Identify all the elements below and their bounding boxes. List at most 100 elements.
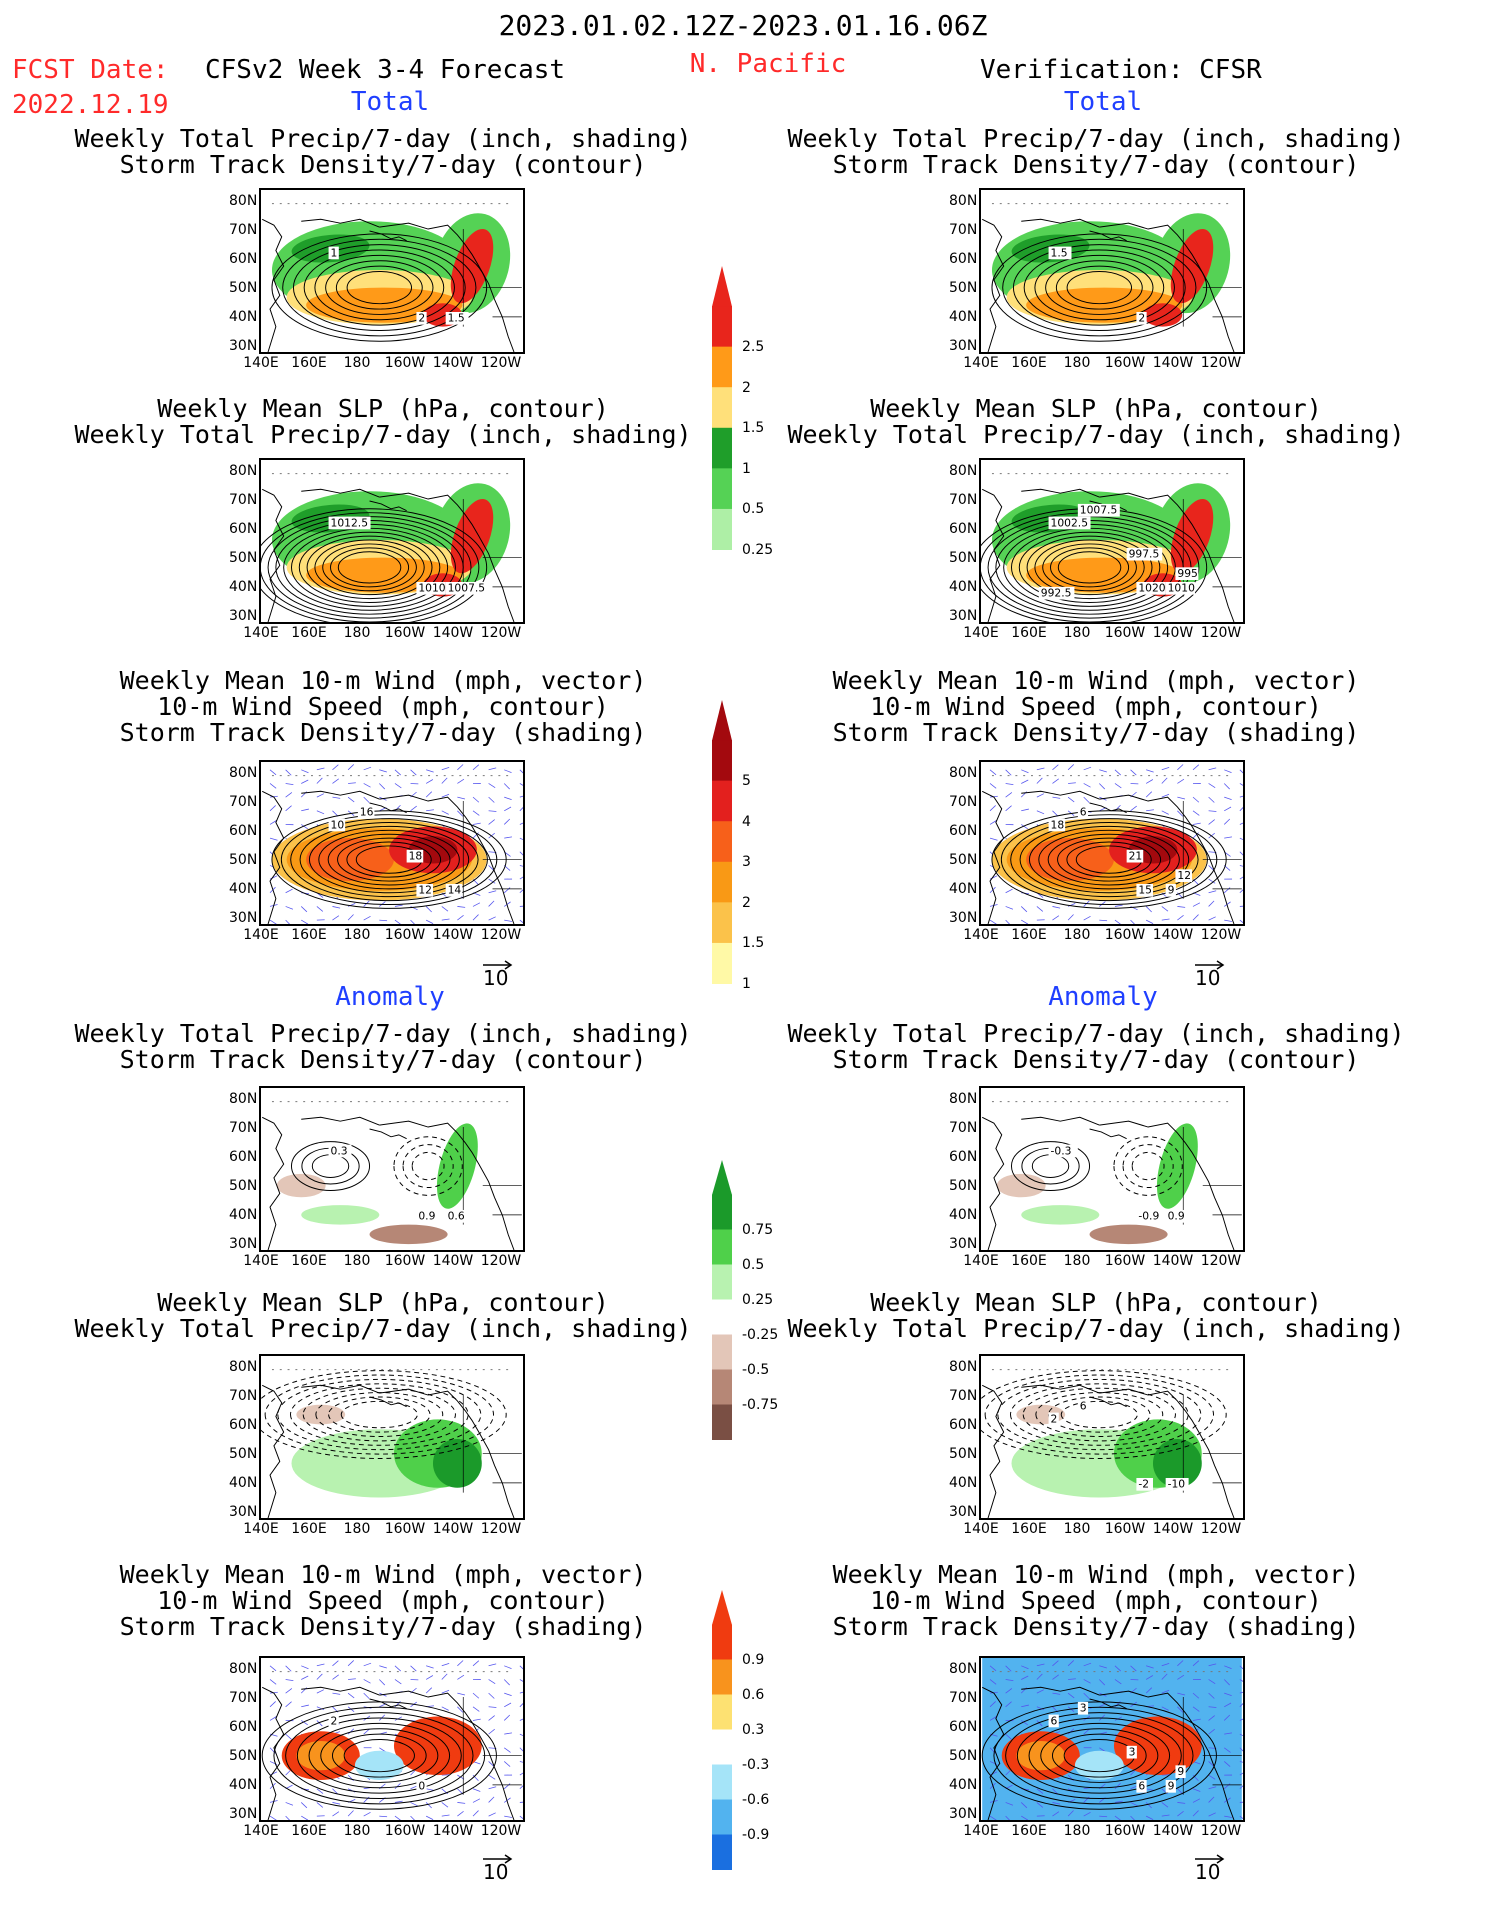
lat-tick-label: 30N [229, 910, 258, 926]
section-anomaly-left: Anomaly [335, 982, 445, 1012]
lon-tick-label: 120W [480, 625, 522, 641]
wind-right-map: 18 15 9 6 21 12 [981, 764, 1243, 924]
colorbar-label: 0.25 [742, 1292, 774, 1308]
arctic-coast [301, 218, 380, 228]
anom-neg-center [1074, 1750, 1124, 1780]
colorbar-label: 0.5 [742, 1257, 765, 1273]
title-p4-left: Weekly Total Precip/7-day (inch, shading… [74, 1019, 692, 1074]
svg-text:6: 6 [1138, 1780, 1145, 1793]
arctic-coast [301, 1686, 380, 1696]
lat-tick-label: 30N [229, 338, 258, 354]
lat-tick-label: 60N [229, 251, 258, 267]
asia-coast [981, 488, 1005, 622]
arrow-icon [1195, 1854, 1225, 1864]
lat-tick-label: 40N [229, 309, 258, 325]
vector-ref-p6-right: 10 [1195, 1854, 1225, 1882]
lat-tick-label: 70N [949, 1690, 978, 1706]
precip-right-map: 1.52 [981, 203, 1242, 352]
colorbar-graphic [712, 1590, 732, 1870]
lat-tick-label: 50N [229, 1748, 258, 1764]
lon-tick-label: 140E [243, 1521, 279, 1537]
title-p3-right: Weekly Mean 10-m Wind (mph, vector) 10-m … [832, 666, 1360, 747]
lat-tick-label: 80N [949, 765, 978, 781]
colorbar-graphic [712, 266, 732, 550]
colorbar-label: -0.6 [742, 1792, 770, 1808]
arctic-coast [1021, 790, 1100, 800]
arctic-coast [1021, 218, 1100, 228]
asia-coast [981, 218, 1005, 352]
contour-label: 0.9 [416, 1210, 440, 1223]
lat-tick-label: 50N [229, 852, 258, 868]
lon-tick-label: 160W [1104, 1823, 1146, 1839]
contour-label: 1.5 [1048, 246, 1072, 259]
asia-coast [981, 1116, 1005, 1250]
contour-label: 1 [328, 246, 339, 259]
lon-tick-label: 140W [432, 1521, 474, 1537]
svg-text:12: 12 [1177, 869, 1191, 882]
svg-text:0.3: 0.3 [331, 1144, 348, 1157]
lon-tick-label: 120W [1200, 1253, 1242, 1269]
lat-tick-label: 60N [229, 823, 258, 839]
precip-heavy-east [450, 228, 494, 304]
svg-text:3: 3 [1080, 1702, 1087, 1715]
arctic-coast [301, 488, 380, 498]
lat-tick-label: 40N [229, 1475, 258, 1491]
contour-label: 1020 [1136, 582, 1166, 595]
contour-label: -0.3 [1048, 1144, 1078, 1157]
colorbar-swatch [712, 1404, 732, 1440]
lat-tick-label: 40N [949, 309, 978, 325]
colorbar-label: 0.9 [742, 1652, 765, 1668]
anom-contours-b [1113, 1136, 1183, 1196]
political-borders [1182, 801, 1242, 899]
lat-tick-label: 80N [949, 463, 978, 479]
fcst-date-label: FCST Date: [12, 55, 169, 85]
lon-tick-label: 180 [1063, 625, 1091, 641]
asia-coast [981, 1384, 1005, 1518]
contour-label: 12 [1175, 869, 1193, 882]
lat-tick-label: 70N [949, 222, 978, 238]
lon-tick-label: 140E [963, 625, 999, 641]
lat-tick-label: 50N [949, 1748, 978, 1764]
contour-label: 9 [1175, 1765, 1186, 1778]
lon-tick-label: 140W [1152, 1823, 1194, 1839]
colorbar-swatch [712, 1299, 732, 1336]
title-p2-left: Weekly Mean SLP (hPa, contour) Weekly Tot… [74, 394, 692, 449]
contour-label: 1010 [416, 582, 446, 595]
colorbar-label: 0.75 [742, 1222, 774, 1238]
lon-tick-label: 180 [343, 625, 371, 641]
contour-label: 0.6 [445, 1210, 469, 1223]
colorbar-label: 0.6 [742, 1687, 765, 1703]
lat-tick-label: 70N [229, 492, 258, 508]
lat-tick-label: 50N [229, 1446, 258, 1462]
colorbar-bottom-arrow [712, 975, 732, 984]
anom-dry [296, 1404, 346, 1425]
contour-label: 997.5 [1126, 548, 1163, 561]
contour-label: 14 [445, 884, 463, 897]
contour-label: 1002.5 [1048, 516, 1091, 529]
map-precip-right: 1.5 2 [979, 188, 1245, 354]
contour-label: 1012.5 [328, 516, 371, 529]
aleutian-coast [1089, 230, 1127, 242]
anom-wet-east [1156, 1123, 1198, 1209]
lat-tick-label: 30N [229, 1806, 258, 1822]
arrow-icon [483, 960, 513, 970]
lon-tick-label: 140W [1152, 927, 1194, 943]
aleutian-coast [369, 230, 407, 242]
colorbar-bottom-arrow [712, 1863, 732, 1870]
lat-tick-label: 60N [229, 521, 258, 537]
contour-label: 1007.5 [445, 582, 488, 595]
colorbar-label: 2.5 [742, 339, 765, 356]
coastline [981, 1101, 1242, 1250]
arctic-coast [301, 1116, 380, 1126]
svg-text:0.6: 0.6 [448, 1210, 465, 1223]
lon-tick-label: 160W [1104, 927, 1146, 943]
svg-text:15: 15 [1138, 884, 1152, 897]
coastline [981, 473, 1242, 622]
colorbar-swatch [712, 1264, 732, 1301]
lon-tick-label: 180 [1063, 1253, 1091, 1269]
political-borders [1182, 229, 1242, 327]
lon-tick-label: 160W [1104, 1521, 1146, 1537]
lat-tick-label: 50N [229, 1178, 258, 1194]
title-p6-left: Weekly Mean 10-m Wind (mph, vector) 10-m … [119, 1560, 647, 1641]
lon-tick-label: 160W [384, 1253, 426, 1269]
